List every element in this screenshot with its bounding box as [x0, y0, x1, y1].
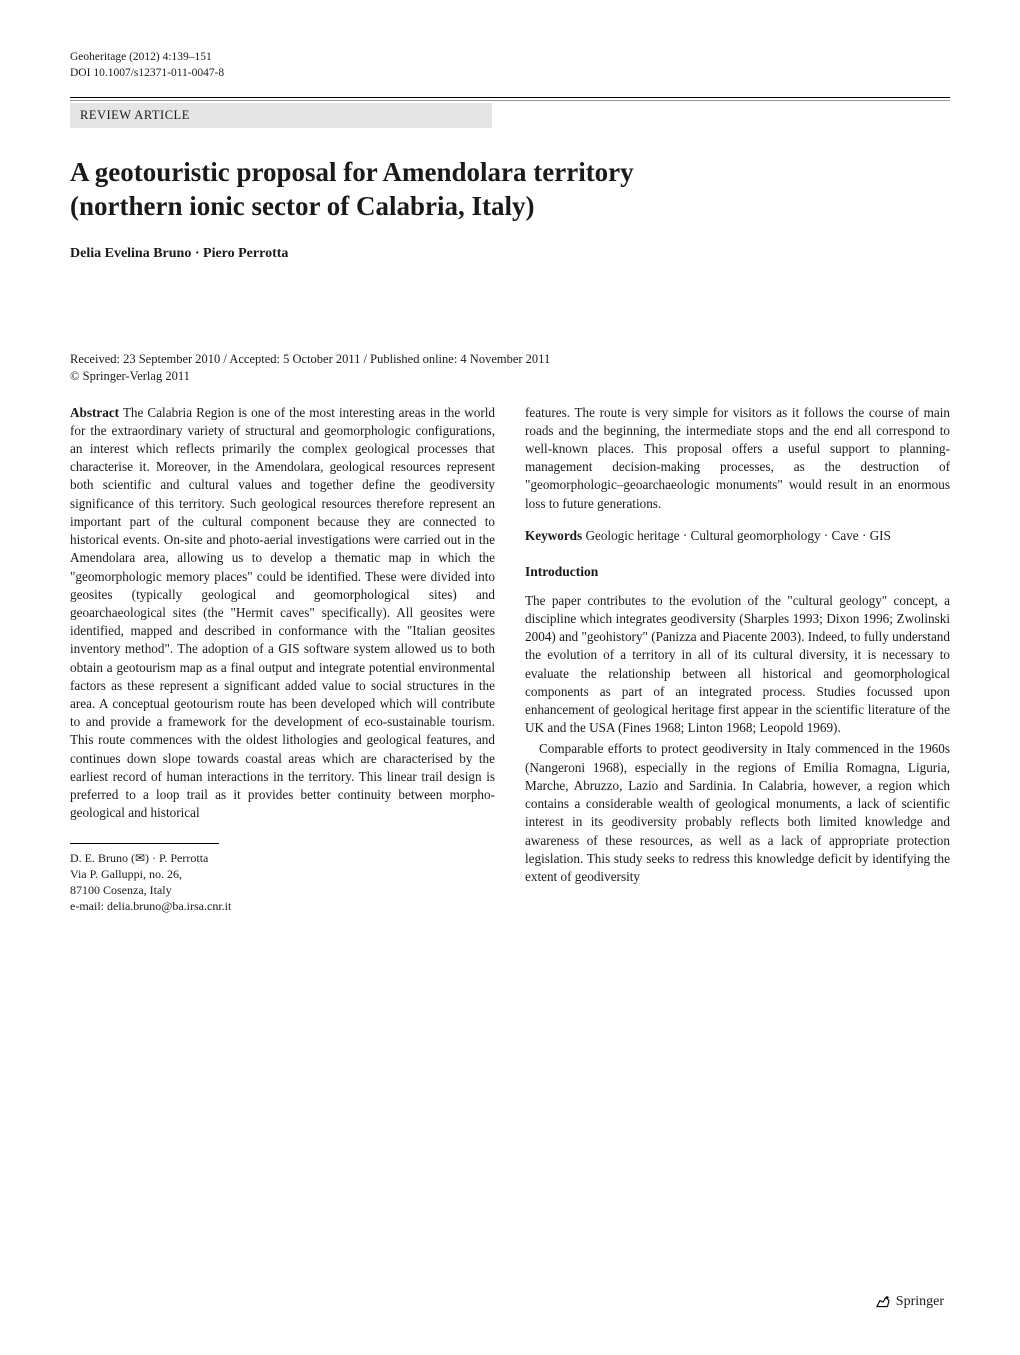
two-column-body: Abstract The Calabria Region is one of t… — [70, 404, 950, 915]
divider-top-heavy — [70, 97, 950, 98]
author-list: Delia Evelina Bruno · Piero Perrotta — [70, 246, 950, 262]
affil-address-1: Via P. Galluppi, no. 26, — [70, 866, 495, 882]
author-affiliation: D. E. Bruno (✉) · P. Perrotta Via P. Gal… — [70, 850, 495, 915]
abstract-continuation: features. The route is very simple for v… — [525, 404, 950, 513]
affil-authors: D. E. Bruno (✉) · P. Perrotta — [70, 850, 495, 866]
affil-email: e-mail: delia.bruno@ba.irsa.cnr.it — [70, 898, 495, 914]
abstract-label: Abstract — [70, 405, 119, 420]
title-line-2: (northern ionic sector of Calabria, Ital… — [70, 191, 534, 221]
affiliation-separator — [70, 843, 219, 844]
affil-address-2: 87100 Cosenza, Italy — [70, 882, 495, 898]
intro-paragraph-1: The paper contributes to the evolution o… — [525, 592, 950, 738]
journal-reference: Geoheritage (2012) 4:139–151 — [70, 50, 950, 66]
article-type-badge: REVIEW ARTICLE — [70, 103, 492, 128]
title-line-1: A geotouristic proposal for Amendolara t… — [70, 157, 634, 187]
divider-top-light — [70, 100, 950, 101]
abstract-text: The Calabria Region is one of the most i… — [70, 405, 495, 821]
intro-paragraph-2: Comparable efforts to protect geodiversi… — [525, 740, 950, 886]
left-column: Abstract The Calabria Region is one of t… — [70, 404, 495, 915]
publisher-logo: Springer — [874, 1293, 944, 1311]
introduction-heading: Introduction — [525, 563, 950, 582]
keywords-label: Keywords — [525, 528, 582, 543]
article-dates: Received: 23 September 2010 / Accepted: … — [70, 352, 950, 367]
right-column: features. The route is very simple for v… — [525, 404, 950, 915]
article-title: A geotouristic proposal for Amendolara t… — [70, 156, 950, 224]
doi: DOI 10.1007/s12371-011-0047-8 — [70, 66, 950, 82]
springer-horse-icon — [874, 1293, 892, 1311]
publisher-name: Springer — [896, 1294, 944, 1310]
running-head: Geoheritage (2012) 4:139–151 DOI 10.1007… — [70, 50, 950, 81]
copyright-line: © Springer-Verlag 2011 — [70, 369, 950, 384]
keywords-line: Keywords Geologic heritage · Cultural ge… — [525, 527, 950, 545]
abstract-paragraph: Abstract The Calabria Region is one of t… — [70, 404, 495, 823]
keywords-text: Geologic heritage · Cultural geomorpholo… — [582, 528, 891, 543]
